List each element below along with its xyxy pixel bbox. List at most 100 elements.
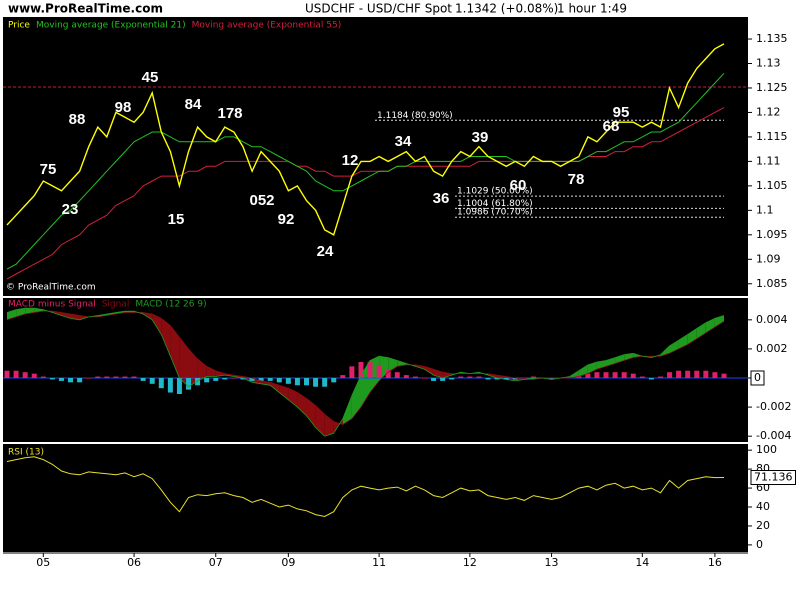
- macd-signal-fill: [16, 308, 26, 317]
- histogram-bar: [304, 378, 310, 386]
- macd-signal-fill: [388, 357, 398, 373]
- macd-signal-fill: [433, 369, 443, 378]
- wave-label: 36: [433, 190, 450, 207]
- histogram-bar: [31, 373, 37, 378]
- current-value: 0: [750, 370, 765, 386]
- quote: 1.1342 (+0.08%): [455, 2, 558, 16]
- histogram-bar: [567, 376, 573, 378]
- histogram-bar: [421, 378, 427, 379]
- wave-label: 95: [613, 104, 630, 121]
- interval: 1 hour: [557, 2, 596, 16]
- histogram-bar: [485, 378, 491, 380]
- histogram-bar: [467, 376, 473, 378]
- histogram-bar: [621, 372, 627, 378]
- series-line: [6, 43, 725, 236]
- histogram-bar: [712, 372, 718, 378]
- macd-signal-fill: [669, 340, 679, 354]
- histogram-bar: [521, 378, 527, 379]
- histogram-bar: [122, 376, 128, 378]
- macd-signal-fill: [315, 405, 325, 437]
- legend-entry: Moving average (Exponential 55): [192, 21, 342, 31]
- histogram-bar: [431, 378, 437, 381]
- histogram-bar: [294, 378, 300, 386]
- watermark: © ProRealTime.com: [6, 283, 96, 293]
- wave-label: 24: [317, 243, 334, 260]
- macd-signal-fill: [687, 328, 697, 345]
- histogram-bar: [394, 372, 400, 378]
- histogram-bar: [639, 376, 645, 378]
- legend-entry: MACD (12 26 9): [135, 300, 206, 310]
- x-tick-label: 06: [127, 556, 141, 569]
- macd-signal-fill: [261, 380, 271, 386]
- current-value: 71.136: [750, 470, 796, 486]
- histogram-bar: [494, 378, 500, 380]
- y-tick-label: -0.004: [756, 429, 791, 442]
- wave-label: 92: [278, 211, 295, 228]
- level-label: 1.0986 (70.70%): [457, 208, 533, 218]
- histogram-bar: [585, 373, 591, 378]
- histogram-bar: [685, 370, 691, 378]
- y-tick-label: 1.135: [756, 32, 788, 45]
- histogram-bar: [4, 370, 10, 378]
- panel-background: [3, 444, 748, 552]
- y-tick-label: 1.12: [756, 105, 781, 118]
- macd-signal-fill: [696, 322, 706, 339]
- y-tick-label: 1.085: [756, 277, 788, 290]
- wave-label: 84: [185, 96, 202, 113]
- macd-signal-fill: [197, 359, 207, 381]
- macd-signal-fill: [188, 348, 198, 387]
- histogram-bar: [676, 370, 682, 378]
- histogram-bar: [267, 378, 273, 381]
- legend-entry: RSI (13): [8, 448, 44, 458]
- y-tick-label: 1.11: [756, 154, 781, 167]
- wave-label: 15: [168, 211, 185, 228]
- wave-label: 34: [395, 133, 412, 150]
- histogram-bar: [549, 378, 555, 380]
- y-tick-label: 1.105: [756, 179, 788, 192]
- histogram-bar: [149, 378, 155, 384]
- wave-label: 68: [603, 118, 620, 135]
- site: www.ProRealTime.com: [8, 2, 163, 16]
- histogram-bar: [195, 378, 201, 386]
- histogram-bar: [186, 378, 192, 390]
- histogram-bar: [176, 378, 182, 394]
- wave-label: 178: [217, 105, 242, 122]
- histogram-bar: [358, 362, 364, 378]
- histogram-bar: [222, 378, 228, 380]
- histogram-bar: [22, 372, 28, 378]
- histogram-bar: [349, 366, 355, 378]
- macd-signal-fill: [161, 318, 171, 357]
- histogram-bar: [86, 378, 92, 379]
- y-tick-label: 1.125: [756, 81, 788, 94]
- histogram-bar: [204, 378, 210, 383]
- histogram-bar: [503, 378, 509, 380]
- y-tick-label: 1.115: [756, 130, 788, 143]
- series-line: [6, 307, 725, 437]
- time: 1:49: [600, 2, 627, 16]
- wave-label: 45: [142, 69, 159, 86]
- x-tick-label: 12: [463, 556, 477, 569]
- y-tick-label: 0: [756, 538, 763, 551]
- series-line: [6, 72, 725, 270]
- y-tick-label: 1.09: [756, 252, 781, 265]
- histogram-bar: [703, 370, 709, 378]
- x-tick-label: 11: [372, 556, 386, 569]
- y-tick-label: 1.095: [756, 228, 788, 241]
- legend-entry: Moving average (Exponential 21): [36, 21, 186, 31]
- wave-label: 052: [249, 192, 274, 209]
- wave-label: 78: [568, 171, 585, 188]
- wave-label: 88: [69, 111, 86, 128]
- histogram-bar: [476, 376, 482, 378]
- macd-signal-fill: [714, 315, 724, 328]
- panel-background: [3, 17, 748, 296]
- histogram-bar: [657, 376, 663, 378]
- histogram-bar: [104, 376, 110, 378]
- macd-signal-fill: [578, 364, 588, 377]
- macd-signal-fill: [152, 314, 162, 335]
- legend-entry: Price: [8, 21, 30, 31]
- histogram-bar: [313, 378, 319, 387]
- histogram-bar: [603, 372, 609, 378]
- macd-signal-fill: [279, 385, 289, 400]
- histogram-bar: [276, 378, 282, 383]
